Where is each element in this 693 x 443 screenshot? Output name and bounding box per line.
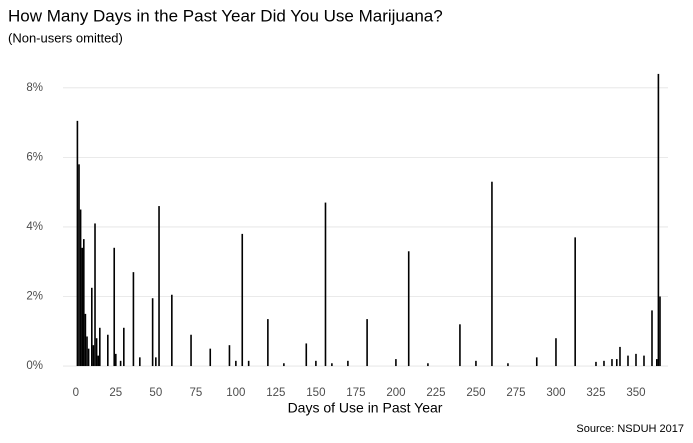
bar <box>76 120 79 367</box>
bar <box>92 345 95 367</box>
bar <box>491 181 493 367</box>
bar <box>659 296 661 367</box>
x-tick-label: 75 <box>189 387 202 399</box>
bar <box>139 357 141 367</box>
bar <box>91 287 93 367</box>
bar <box>507 363 509 367</box>
bar <box>535 357 538 367</box>
chart-subtitle: (Non-users omitted) <box>8 30 123 45</box>
bar <box>651 310 653 367</box>
x-tick-label: 350 <box>626 387 645 399</box>
bar <box>107 334 109 367</box>
bar <box>619 346 621 367</box>
x-axis-title: Days of Use in Past Year <box>288 400 443 416</box>
bar <box>347 360 349 367</box>
bar <box>83 239 85 367</box>
bar <box>158 206 160 367</box>
x-tick-label: 250 <box>466 387 485 399</box>
bar <box>611 359 613 367</box>
bar <box>171 294 173 367</box>
bar <box>555 338 557 367</box>
x-tick-label: 50 <box>149 387 162 399</box>
bar <box>574 237 576 367</box>
bar <box>595 361 597 367</box>
bar <box>132 272 135 367</box>
bar <box>119 360 122 367</box>
x-tick-label: 150 <box>306 387 325 399</box>
bar <box>190 334 192 367</box>
bar <box>315 360 317 367</box>
bar <box>97 355 100 367</box>
bar <box>113 247 116 367</box>
bar <box>324 202 327 367</box>
bar <box>115 353 117 367</box>
bar <box>615 359 618 367</box>
bar <box>81 247 84 367</box>
bar <box>84 313 87 367</box>
bar <box>366 319 368 367</box>
bar <box>155 357 157 367</box>
bar <box>94 223 96 367</box>
y-tick-label: 6% <box>26 151 43 163</box>
bar <box>79 209 82 367</box>
bar <box>228 345 231 367</box>
bar <box>151 298 154 367</box>
x-tick-label: 200 <box>386 387 405 399</box>
x-tick-label: 225 <box>426 387 445 399</box>
x-tick-label: 300 <box>546 387 565 399</box>
x-tick-label: 325 <box>586 387 605 399</box>
x-tick-label: 100 <box>226 387 245 399</box>
x-tick-label: 125 <box>266 387 285 399</box>
bar <box>627 355 629 367</box>
bar <box>331 363 333 367</box>
bar <box>247 360 250 367</box>
bar <box>267 319 269 367</box>
y-tick-label: 8% <box>26 82 43 94</box>
bar <box>427 363 429 367</box>
bar <box>643 355 645 367</box>
x-tick-label: 275 <box>506 387 525 399</box>
bar <box>657 73 660 367</box>
bar <box>235 360 237 367</box>
bar <box>86 336 88 367</box>
bar <box>655 359 658 367</box>
bar <box>603 360 605 367</box>
y-tick-label: 2% <box>26 291 43 303</box>
bar <box>283 363 285 367</box>
bar <box>78 164 80 367</box>
bar <box>395 359 397 367</box>
y-tick-label: 4% <box>26 221 43 233</box>
bar <box>305 343 308 367</box>
bar <box>475 360 477 367</box>
bar <box>99 327 101 367</box>
bar <box>459 324 461 367</box>
x-tick-label: 0 <box>73 387 79 399</box>
chart-title: How Many Days in the Past Year Did You U… <box>8 6 443 25</box>
bar <box>407 251 410 367</box>
bar <box>635 353 637 367</box>
bar <box>123 327 125 367</box>
bar <box>241 233 244 367</box>
bar <box>95 338 98 367</box>
y-tick-label: 0% <box>26 360 43 372</box>
bar <box>209 348 212 367</box>
caption: Source: NSDUH 2017 <box>576 423 684 435</box>
x-tick-label: 25 <box>109 387 122 399</box>
x-tick-label: 175 <box>346 387 365 399</box>
bar <box>87 348 90 367</box>
